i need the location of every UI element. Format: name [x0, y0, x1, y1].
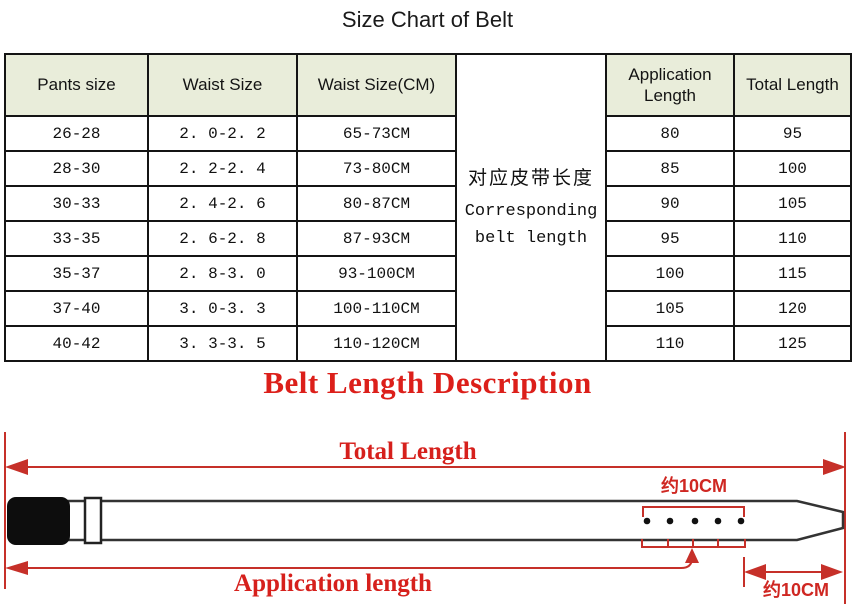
header-waist-size: Waist Size	[147, 53, 298, 117]
belt-length-diagram: Total Length 约10CM Application length	[4, 432, 846, 604]
cell-waist-size: 2. 0-2. 2	[147, 115, 298, 152]
cell-total-length: 100	[733, 150, 852, 187]
cell-application-length: 105	[605, 290, 735, 327]
page-title: Size Chart of Belt	[341, 7, 514, 32]
cell-waist-size: 2. 6-2. 8	[147, 220, 298, 257]
cell-application-length: 90	[605, 185, 735, 222]
table-row: 37-40 3. 0-3. 3 100-110CM 105 120	[4, 290, 852, 327]
belt-holes	[643, 517, 745, 525]
cell-total-length: 105	[733, 185, 852, 222]
cell-pants-size: 26-28	[4, 115, 149, 152]
cell-waist-size: 3. 3-3. 5	[147, 325, 298, 362]
table-row: 35-37 2. 8-3. 0 93-100CM 100 115	[4, 255, 852, 292]
approx-10cm-top-label: 约10CM	[661, 475, 727, 496]
cell-application-length: 110	[605, 325, 735, 362]
cell-pants-size: 37-40	[4, 290, 149, 327]
table-row: 33-35 2. 6-2. 8 87-93CM 95 110	[4, 220, 852, 257]
cell-waist-size-cm: 73-80CM	[296, 150, 457, 187]
cell-total-length: 120	[733, 290, 852, 327]
cell-waist-size-cm: 80-87CM	[296, 185, 457, 222]
cell-waist-size-cm: 65-73CM	[296, 115, 457, 152]
cell-application-length: 85	[605, 150, 735, 187]
size-chart-table: Pants size Waist Size Waist Size(CM) 对应皮…	[4, 53, 852, 362]
cell-total-length: 115	[733, 255, 852, 292]
belt-buckle	[7, 497, 70, 545]
cell-waist-size-cm: 87-93CM	[296, 220, 457, 257]
total-length-label: Total Length	[339, 438, 476, 465]
merged-note-cell: 对应皮带长度 Corresponding belt length	[455, 53, 607, 362]
table-row: 26-28 2. 0-2. 2 65-73CM 80 95	[4, 115, 852, 152]
cell-waist-size-cm: 100-110CM	[296, 290, 457, 327]
header-total-length: Total Length	[733, 53, 852, 117]
belt-illustration	[7, 496, 845, 545]
cell-application-length: 95	[605, 220, 735, 257]
cell-pants-size: 40-42	[4, 325, 149, 362]
holes-span-bracket-top	[642, 506, 745, 517]
cell-pants-size: 33-35	[4, 220, 149, 257]
cell-waist-size: 2. 4-2. 6	[147, 185, 298, 222]
note-chinese: 对应皮带长度	[467, 167, 594, 190]
table-row: 30-33 2. 4-2. 6 80-87CM 90 105	[4, 185, 852, 222]
cell-waist-size-cm: 93-100CM	[296, 255, 457, 292]
cell-application-length: 100	[605, 255, 735, 292]
cell-total-length: 125	[733, 325, 852, 362]
header-pants-size: Pants size	[4, 53, 149, 117]
note-english-line2: belt length	[474, 229, 588, 248]
table-row: 28-30 2. 2-2. 4 73-80CM 85 100	[4, 150, 852, 187]
application-length-label: Application length	[234, 570, 432, 597]
cell-waist-size: 3. 0-3. 3	[147, 290, 298, 327]
cell-waist-size: 2. 2-2. 4	[147, 150, 298, 187]
cell-application-length: 80	[605, 115, 735, 152]
cell-total-length: 110	[733, 220, 852, 257]
header-waist-size-cm: Waist Size(CM)	[296, 53, 457, 117]
table-row: 40-42 3. 3-3. 5 110-120CM 110 125	[4, 325, 852, 362]
application-length-arrow	[5, 548, 699, 575]
cell-waist-size: 2. 8-3. 0	[147, 255, 298, 292]
cell-total-length: 95	[733, 115, 852, 152]
table-header-row: Pants size Waist Size Waist Size(CM) 对应皮…	[4, 53, 852, 362]
belt-loop	[83, 496, 103, 545]
cell-waist-size-cm: 110-120CM	[296, 325, 457, 362]
cell-pants-size: 28-30	[4, 150, 149, 187]
total-length-arrow	[5, 459, 846, 475]
belt-length-description-heading: Belt Length Description	[263, 365, 592, 400]
holes-span-bracket-bottom	[641, 539, 746, 548]
header-application-length: Application Length	[605, 53, 735, 117]
cell-pants-size: 35-37	[4, 255, 149, 292]
approx-10cm-bottom-label: 约10CM	[763, 579, 829, 600]
note-english-line1: Corresponding	[464, 201, 598, 221]
tip-10cm-arrow	[743, 557, 843, 587]
cell-pants-size: 30-33	[4, 185, 149, 222]
